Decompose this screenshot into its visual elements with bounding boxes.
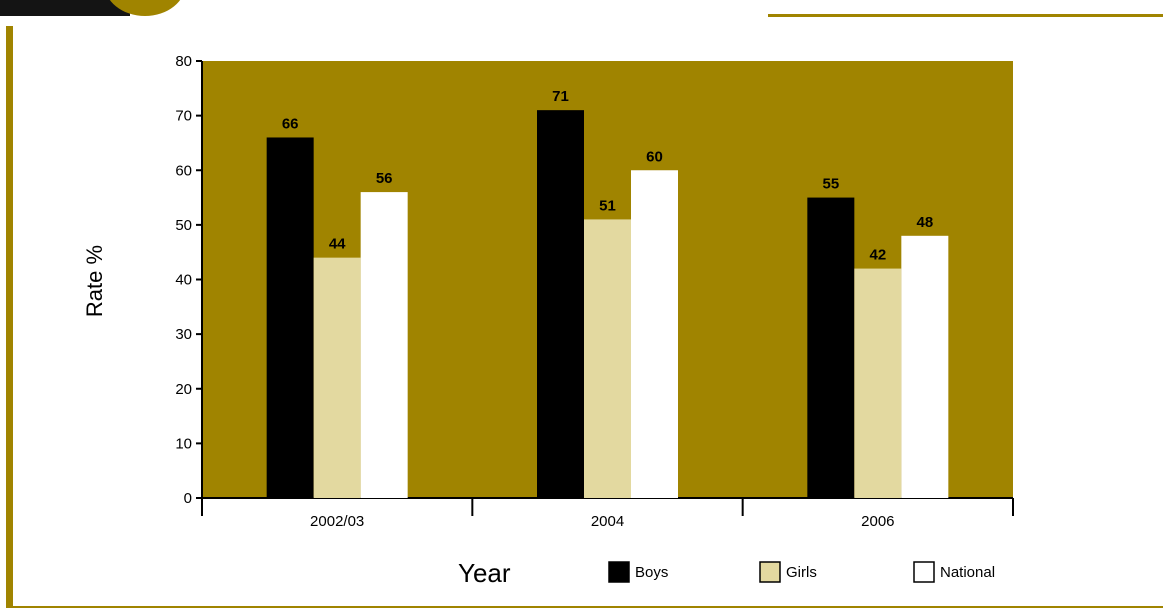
data-label-boys-0: 66	[282, 115, 299, 132]
bar-boys-1	[537, 110, 584, 498]
x-axis-title: Year	[458, 558, 511, 588]
x-tick-label: 2006	[861, 513, 894, 530]
bar-girls-1	[584, 219, 631, 498]
y-axis: 0 10 20 30 40 50 60 70 80	[175, 53, 203, 507]
y-tick-label: 30	[175, 326, 192, 343]
y-tick-label: 70	[175, 108, 192, 125]
legend-swatch-national	[913, 561, 935, 583]
data-label-national-2: 48	[916, 214, 933, 231]
bottom-rule	[6, 606, 1163, 608]
bar-boys-2	[807, 197, 855, 498]
x-tick-label: 2004	[591, 513, 624, 530]
bar-series: 66 44 56 71 51 60 55 42 48	[266, 88, 949, 499]
legend: Boys Girls National	[608, 561, 995, 583]
y-tick-label: 0	[184, 490, 192, 507]
x-axis: 2002/03 2004 2006	[201, 497, 1014, 530]
y-tick-label: 50	[175, 217, 192, 234]
bar-boys-0	[266, 137, 314, 498]
legend-label-boys: Boys	[635, 564, 668, 581]
header-rule	[768, 14, 1163, 17]
data-label-girls-1: 51	[599, 197, 616, 214]
left-accent-bar	[6, 26, 13, 608]
y-tick-label: 10	[175, 435, 192, 452]
y-tick-label: 60	[175, 162, 192, 179]
bar-girls-2	[854, 268, 902, 498]
x-tick-label: 2002/03	[310, 513, 364, 530]
bar-national-1	[631, 170, 678, 498]
bar-national-0	[360, 192, 408, 498]
data-label-boys-2: 55	[822, 176, 839, 193]
y-tick-label: 80	[175, 53, 192, 70]
data-label-national-1: 60	[646, 148, 663, 165]
legend-label-national: National	[940, 564, 995, 581]
legend-swatch-boys	[608, 561, 630, 583]
y-axis-title: Rate %	[82, 245, 107, 317]
data-label-boys-1: 71	[552, 88, 569, 105]
y-tick-label: 20	[175, 381, 192, 398]
data-label-national-0: 56	[376, 170, 393, 187]
legend-label-girls: Girls	[786, 564, 817, 581]
data-label-girls-0: 44	[329, 236, 346, 253]
y-tick-label: 40	[175, 272, 192, 289]
data-label-girls-2: 42	[869, 247, 886, 264]
legend-swatch-girls	[759, 561, 781, 583]
bar-girls-0	[313, 257, 361, 498]
bar-national-2	[901, 235, 949, 499]
header-dark-block	[0, 0, 130, 16]
